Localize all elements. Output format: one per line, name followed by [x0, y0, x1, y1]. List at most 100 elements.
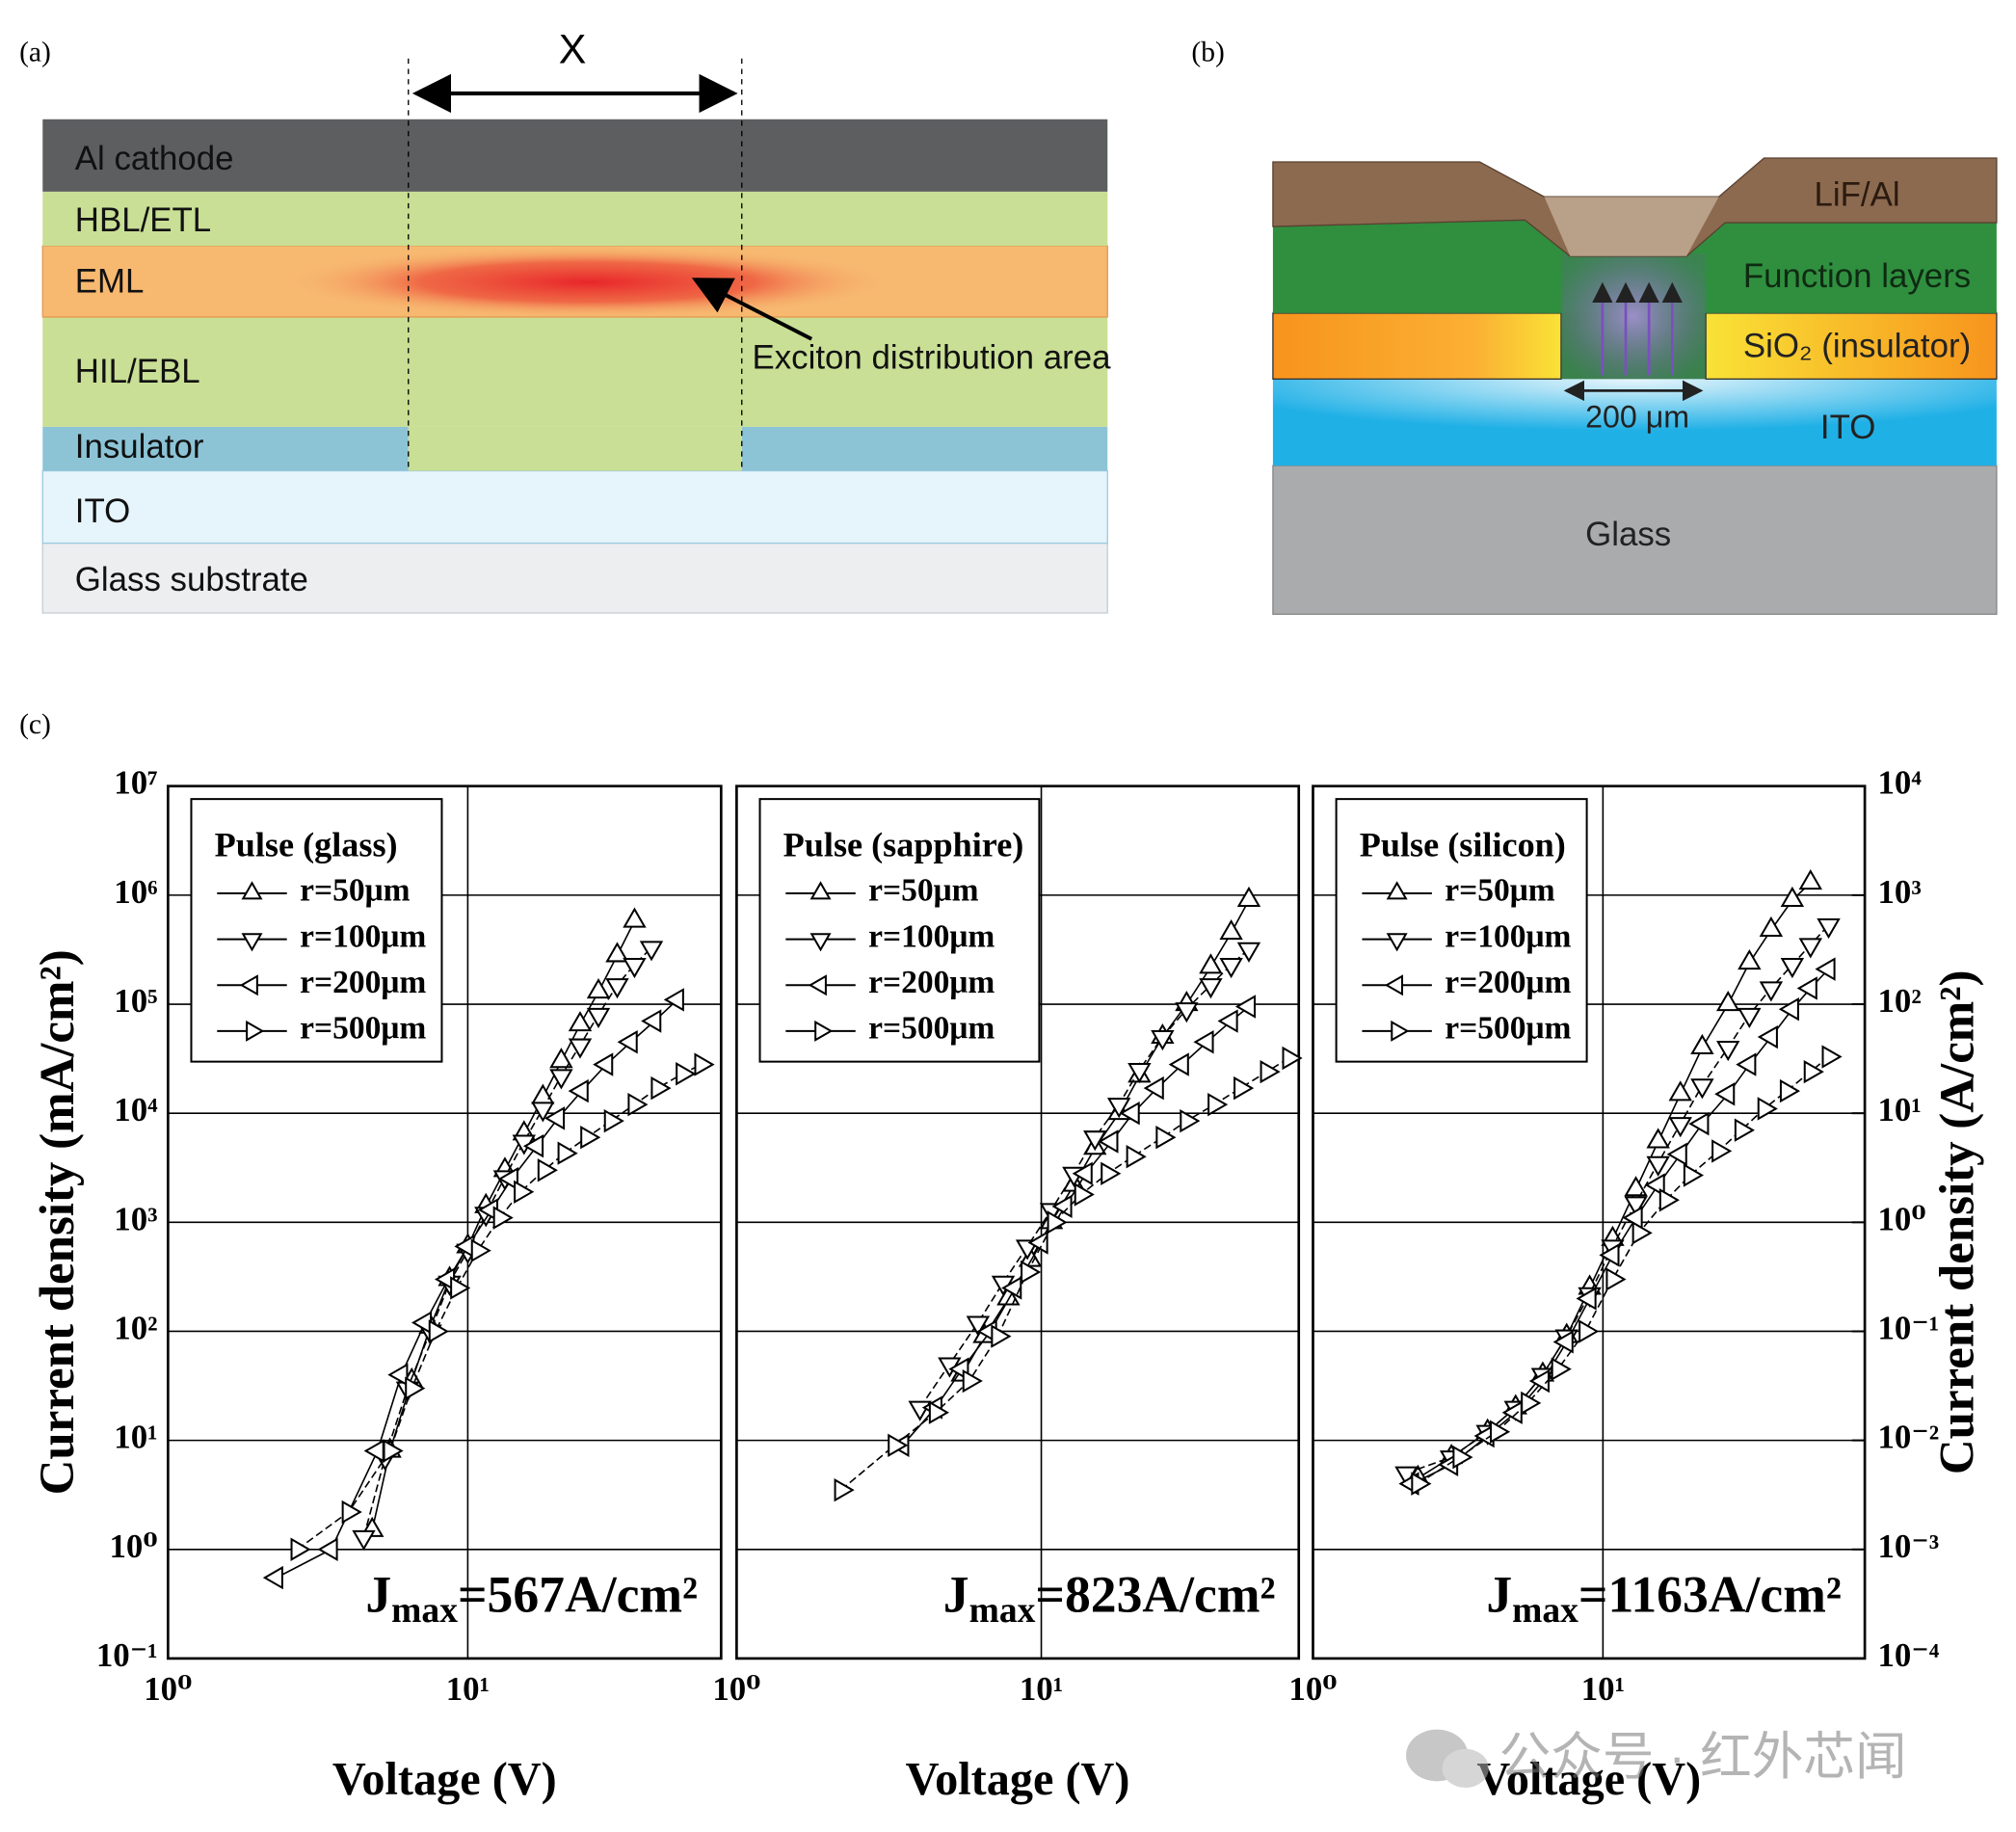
layer-label: ITO: [1820, 409, 1875, 446]
series-line: [362, 946, 652, 1538]
data-point: [1217, 1009, 1238, 1033]
layer-label: Al cathode: [75, 140, 234, 177]
chart: 10⁻⁴ 10⁻³ 10⁻² 10⁻¹ 10⁰ 10¹ 10² 10³ 10⁴ 10⁰ 10¹ Pul…: [1288, 764, 1984, 1805]
data-point: [623, 907, 647, 928]
layer: [42, 426, 409, 471]
data-point: [1711, 1139, 1733, 1163]
series-line: [919, 948, 1250, 1409]
data-point: [966, 1315, 991, 1337]
data-point: [603, 1108, 624, 1133]
legend: Pulse (glass) r=50μm r=100μm r=200μm r=500μm: [190, 798, 443, 1063]
x-axis-label: Voltage (V): [1476, 1754, 1701, 1805]
data-point: [317, 1537, 338, 1561]
data-point: [1027, 1231, 1048, 1255]
series-line: [297, 1063, 702, 1551]
x-axis-label: Voltage (V): [332, 1754, 557, 1805]
legend-marker: [808, 974, 827, 996]
data-point: [1576, 1287, 1597, 1311]
annotation-part: max: [969, 1591, 1036, 1631]
data-point: [537, 1158, 558, 1182]
data-point: [522, 1133, 544, 1158]
y-tick-label: 10⁷: [114, 764, 157, 802]
data-point: [1668, 1080, 1692, 1102]
emission-area: [1560, 253, 1707, 380]
data-point: [962, 1368, 983, 1394]
dimension-label: 200 μm: [1585, 399, 1689, 434]
data-point: [1074, 1182, 1095, 1207]
legend-label: r=500μm: [300, 1011, 426, 1047]
legend-frame: [190, 798, 443, 1063]
y-tick-label: 10²: [114, 1309, 157, 1346]
data-point: [1219, 958, 1243, 979]
data-point: [428, 1319, 449, 1343]
legend-label: r=200μm: [1445, 965, 1571, 1000]
data-point: [1551, 1357, 1572, 1381]
y-axis-label: Current density (mA/cm²): [31, 949, 85, 1495]
data-point: [1021, 1260, 1042, 1285]
data-point: [1668, 1117, 1692, 1138]
y2-tick-label: 10⁰: [1878, 1200, 1926, 1237]
legend-title: Pulse (glass): [215, 825, 398, 863]
data-point: [1119, 1101, 1140, 1126]
y2-tick-label: 10²: [1878, 982, 1922, 1020]
data-point: [641, 1009, 662, 1033]
layer-label: Glass: [1585, 516, 1671, 553]
data-point: [1821, 1045, 1843, 1069]
annotation: Jmax=823A/cm²: [943, 1566, 1276, 1631]
layer-label: Insulator: [75, 428, 204, 465]
annotation-part: max: [391, 1591, 458, 1631]
x-tick-label: 10¹: [446, 1670, 490, 1708]
annotation-part: J: [1486, 1566, 1512, 1624]
data-point: [1624, 1176, 1648, 1197]
y-tick-label: 10³: [114, 1200, 157, 1237]
diagram-a: X Al cathode HBL/ETL EML HIL/EBL Insulat…: [41, 26, 1111, 614]
data-point: [492, 1206, 514, 1230]
data-point: [1817, 917, 1841, 940]
y-tick-label: 10⁰: [109, 1527, 157, 1565]
legend-label: r=50μm: [1445, 873, 1554, 909]
data-point: [1490, 1420, 1511, 1444]
data-point: [1757, 1097, 1778, 1121]
data-point: [1624, 1196, 1648, 1217]
legend-label: r=200μm: [868, 965, 995, 1000]
data-point: [262, 1565, 283, 1590]
layer-label: Function layers: [1743, 257, 1971, 295]
legend-marker: [814, 1020, 834, 1042]
layer: [42, 316, 1108, 427]
data-point: [290, 1537, 311, 1561]
data-point: [1759, 916, 1784, 938]
layer: [1272, 312, 1562, 380]
data-point: [1737, 948, 1762, 970]
plot-border: [735, 784, 1301, 1660]
legend-label: r=50μm: [300, 873, 410, 909]
data-point: [1155, 1126, 1177, 1150]
data-point: [1106, 1098, 1131, 1119]
data-point: [1072, 1161, 1093, 1185]
data-point: [531, 1102, 555, 1123]
data-point: [1798, 938, 1822, 959]
data-point: [341, 1500, 362, 1525]
series-line: [1417, 1055, 1830, 1485]
data-point: [405, 1376, 426, 1400]
layer-label: HIL/EBL: [75, 353, 200, 390]
data-point: [1151, 1029, 1175, 1051]
data-point: [1646, 1155, 1670, 1177]
y2-tick-label: 10⁻⁴: [1878, 1636, 1940, 1674]
legend-title: Pulse (silicon): [1360, 825, 1566, 863]
watermark: 公众号 · 红外芯闻: [1406, 1728, 1907, 1789]
layer: [741, 426, 1108, 471]
y-tick-label: 10⁵: [114, 982, 157, 1020]
legend-marker: [1391, 1020, 1410, 1042]
data-point: [593, 1052, 614, 1076]
legend-marker: [239, 974, 258, 996]
data-point: [544, 1106, 566, 1130]
data-point: [549, 1069, 573, 1090]
data-point: [549, 1048, 573, 1069]
data-point: [1815, 957, 1836, 981]
data-point: [1631, 1221, 1653, 1245]
data-point: [1260, 1060, 1281, 1084]
data-point: [605, 942, 629, 963]
annotation-part: =1163A/cm²: [1578, 1566, 1842, 1624]
